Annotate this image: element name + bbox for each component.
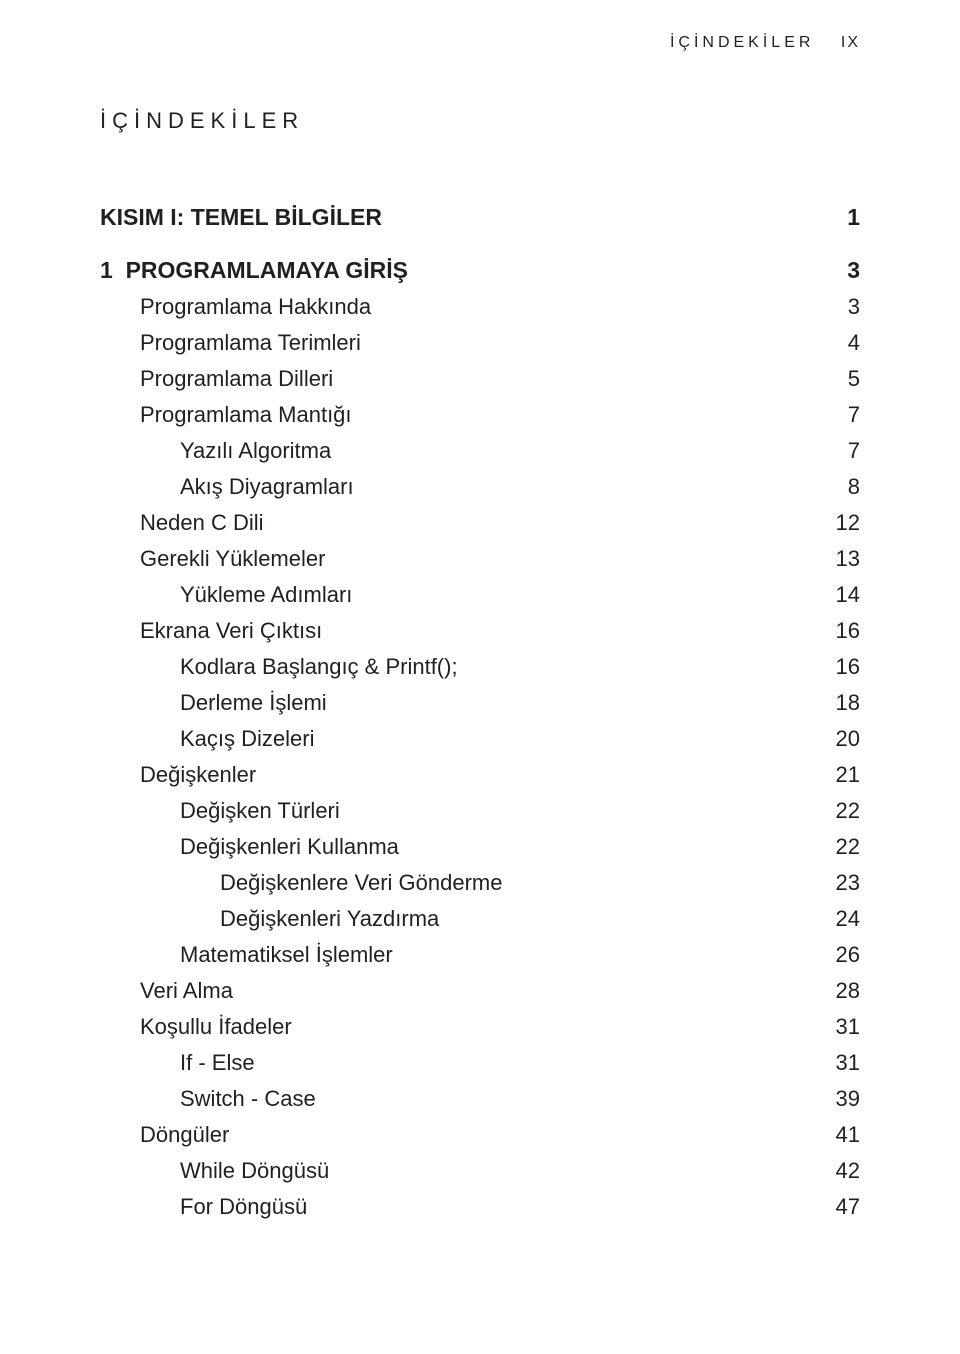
- running-head-pageno: IX: [841, 34, 860, 51]
- toc-row: Değişkenler 21: [100, 762, 860, 788]
- toc-page-number: 28: [836, 978, 860, 1004]
- toc-row: Derleme İşlemi 18: [100, 690, 860, 716]
- toc-row: Yükleme Adımları 14: [100, 582, 860, 608]
- toc-row: Programlama Dilleri 5: [100, 366, 860, 392]
- toc-row: Matematiksel İşlemler 26: [100, 942, 860, 968]
- toc-label: Yazılı Algoritma: [180, 438, 331, 464]
- toc-label: For Döngüsü: [180, 1194, 307, 1220]
- toc-label: Döngüler: [140, 1122, 229, 1148]
- toc-page-number: 7: [848, 438, 860, 464]
- toc-label: Kaçış Dizeleri: [180, 726, 314, 752]
- toc-row: Değişkenleri Yazdırma 24: [100, 906, 860, 932]
- toc-label: Değişkenler: [140, 762, 256, 788]
- toc-page-number: 14: [836, 582, 860, 608]
- toc-page-number: 8: [848, 474, 860, 500]
- toc-page-number: 7: [848, 402, 860, 428]
- toc-row: KISIM I: TEMEL BİLGİLER 1: [100, 204, 860, 231]
- toc-row: Veri Alma 28: [100, 978, 860, 1004]
- toc-row: Switch - Case 39: [100, 1086, 860, 1112]
- toc-label: Neden C Dili: [140, 510, 264, 536]
- toc-label: Veri Alma: [140, 978, 233, 1004]
- running-head-label: İÇİNDEKİLER: [670, 34, 814, 51]
- toc-page-number: 26: [836, 942, 860, 968]
- toc-page-number: 1: [847, 204, 860, 231]
- toc-label: While Döngüsü: [180, 1158, 329, 1184]
- toc-label: Değişkenleri Yazdırma: [220, 906, 439, 932]
- toc-row: Değişkenlere Veri Gönderme 23: [100, 870, 860, 896]
- toc-page-number: 42: [836, 1158, 860, 1184]
- toc-label: Değişken Türleri: [180, 798, 340, 824]
- toc-label: KISIM I: TEMEL BİLGİLER: [100, 204, 382, 231]
- toc-row: Neden C Dili 12: [100, 510, 860, 536]
- toc-page-number: 20: [836, 726, 860, 752]
- toc-page-number: 31: [836, 1014, 860, 1040]
- toc-title: İÇİNDEKİLER: [100, 108, 304, 134]
- toc-row: While Döngüsü 42: [100, 1158, 860, 1184]
- toc-row: 1 PROGRAMLAMAYA GİRİŞ 3: [100, 257, 860, 284]
- toc-page-number: 41: [836, 1122, 860, 1148]
- toc-label: Programlama Mantığı: [140, 402, 352, 428]
- toc-row: Kaçış Dizeleri 20: [100, 726, 860, 752]
- toc-row: Programlama Hakkında 3: [100, 294, 860, 320]
- toc-label: If - Else: [180, 1050, 255, 1076]
- toc-label: Yükleme Adımları: [180, 582, 352, 608]
- toc-label: 1 PROGRAMLAMAYA GİRİŞ: [100, 257, 408, 284]
- toc-row: Döngüler 41: [100, 1122, 860, 1148]
- toc-label: Akış Diyagramları: [180, 474, 354, 500]
- toc-page-number: 47: [836, 1194, 860, 1220]
- toc-row: Kodlara Başlangıç & Printf(); 16: [100, 654, 860, 680]
- toc-page-number: 4: [848, 330, 860, 356]
- toc-page-number: 3: [848, 294, 860, 320]
- toc-row: For Döngüsü 47: [100, 1194, 860, 1220]
- toc-row: Koşullu İfadeler 31: [100, 1014, 860, 1040]
- toc-page-number: 23: [836, 870, 860, 896]
- toc-page-number: 5: [848, 366, 860, 392]
- toc-label: Derleme İşlemi: [180, 690, 327, 716]
- toc-body: KISIM I: TEMEL BİLGİLER 1 1 PROGRAMLAMAYA …: [100, 204, 860, 1220]
- toc-row: Değişken Türleri 22: [100, 798, 860, 824]
- toc-page-number: 39: [836, 1086, 860, 1112]
- toc-page-number: 21: [836, 762, 860, 788]
- toc-label: Programlama Hakkında: [140, 294, 371, 320]
- toc-row: Değişkenleri Kullanma 22: [100, 834, 860, 860]
- toc-label: Koşullu İfadeler: [140, 1014, 292, 1040]
- toc-label: Değişkenleri Kullanma: [180, 834, 399, 860]
- toc-row: Yazılı Algoritma 7: [100, 438, 860, 464]
- toc-page-number: 22: [836, 798, 860, 824]
- toc-label: Programlama Dilleri: [140, 366, 333, 392]
- toc-page-number: 18: [836, 690, 860, 716]
- toc-row: Programlama Mantığı 7: [100, 402, 860, 428]
- toc-row: Ekrana Veri Çıktısı 16: [100, 618, 860, 644]
- toc-label: Ekrana Veri Çıktısı: [140, 618, 322, 644]
- toc-page-number: 3: [847, 257, 860, 284]
- toc-label: Switch - Case: [180, 1086, 316, 1112]
- toc-label: Gerekli Yüklemeler: [140, 546, 325, 572]
- running-head: İÇİNDEKİLER IX: [670, 34, 860, 52]
- toc-page-number: 13: [836, 546, 860, 572]
- toc-row: Gerekli Yüklemeler 13: [100, 546, 860, 572]
- document-page: İÇİNDEKİLER IX İÇİNDEKİLER KISIM I: TEME…: [0, 0, 960, 1354]
- toc-row: If - Else 31: [100, 1050, 860, 1076]
- toc-row: Akış Diyagramları 8: [100, 474, 860, 500]
- toc-page-number: 16: [836, 618, 860, 644]
- toc-page-number: 24: [836, 906, 860, 932]
- toc-label: Programlama Terimleri: [140, 330, 361, 356]
- toc-page-number: 31: [836, 1050, 860, 1076]
- toc-label: Kodlara Başlangıç & Printf();: [180, 654, 458, 680]
- toc-row: Programlama Terimleri 4: [100, 330, 860, 356]
- toc-label: Değişkenlere Veri Gönderme: [220, 870, 502, 896]
- toc-label: Matematiksel İşlemler: [180, 942, 393, 968]
- toc-page-number: 12: [836, 510, 860, 536]
- toc-page-number: 16: [836, 654, 860, 680]
- toc-page-number: 22: [836, 834, 860, 860]
